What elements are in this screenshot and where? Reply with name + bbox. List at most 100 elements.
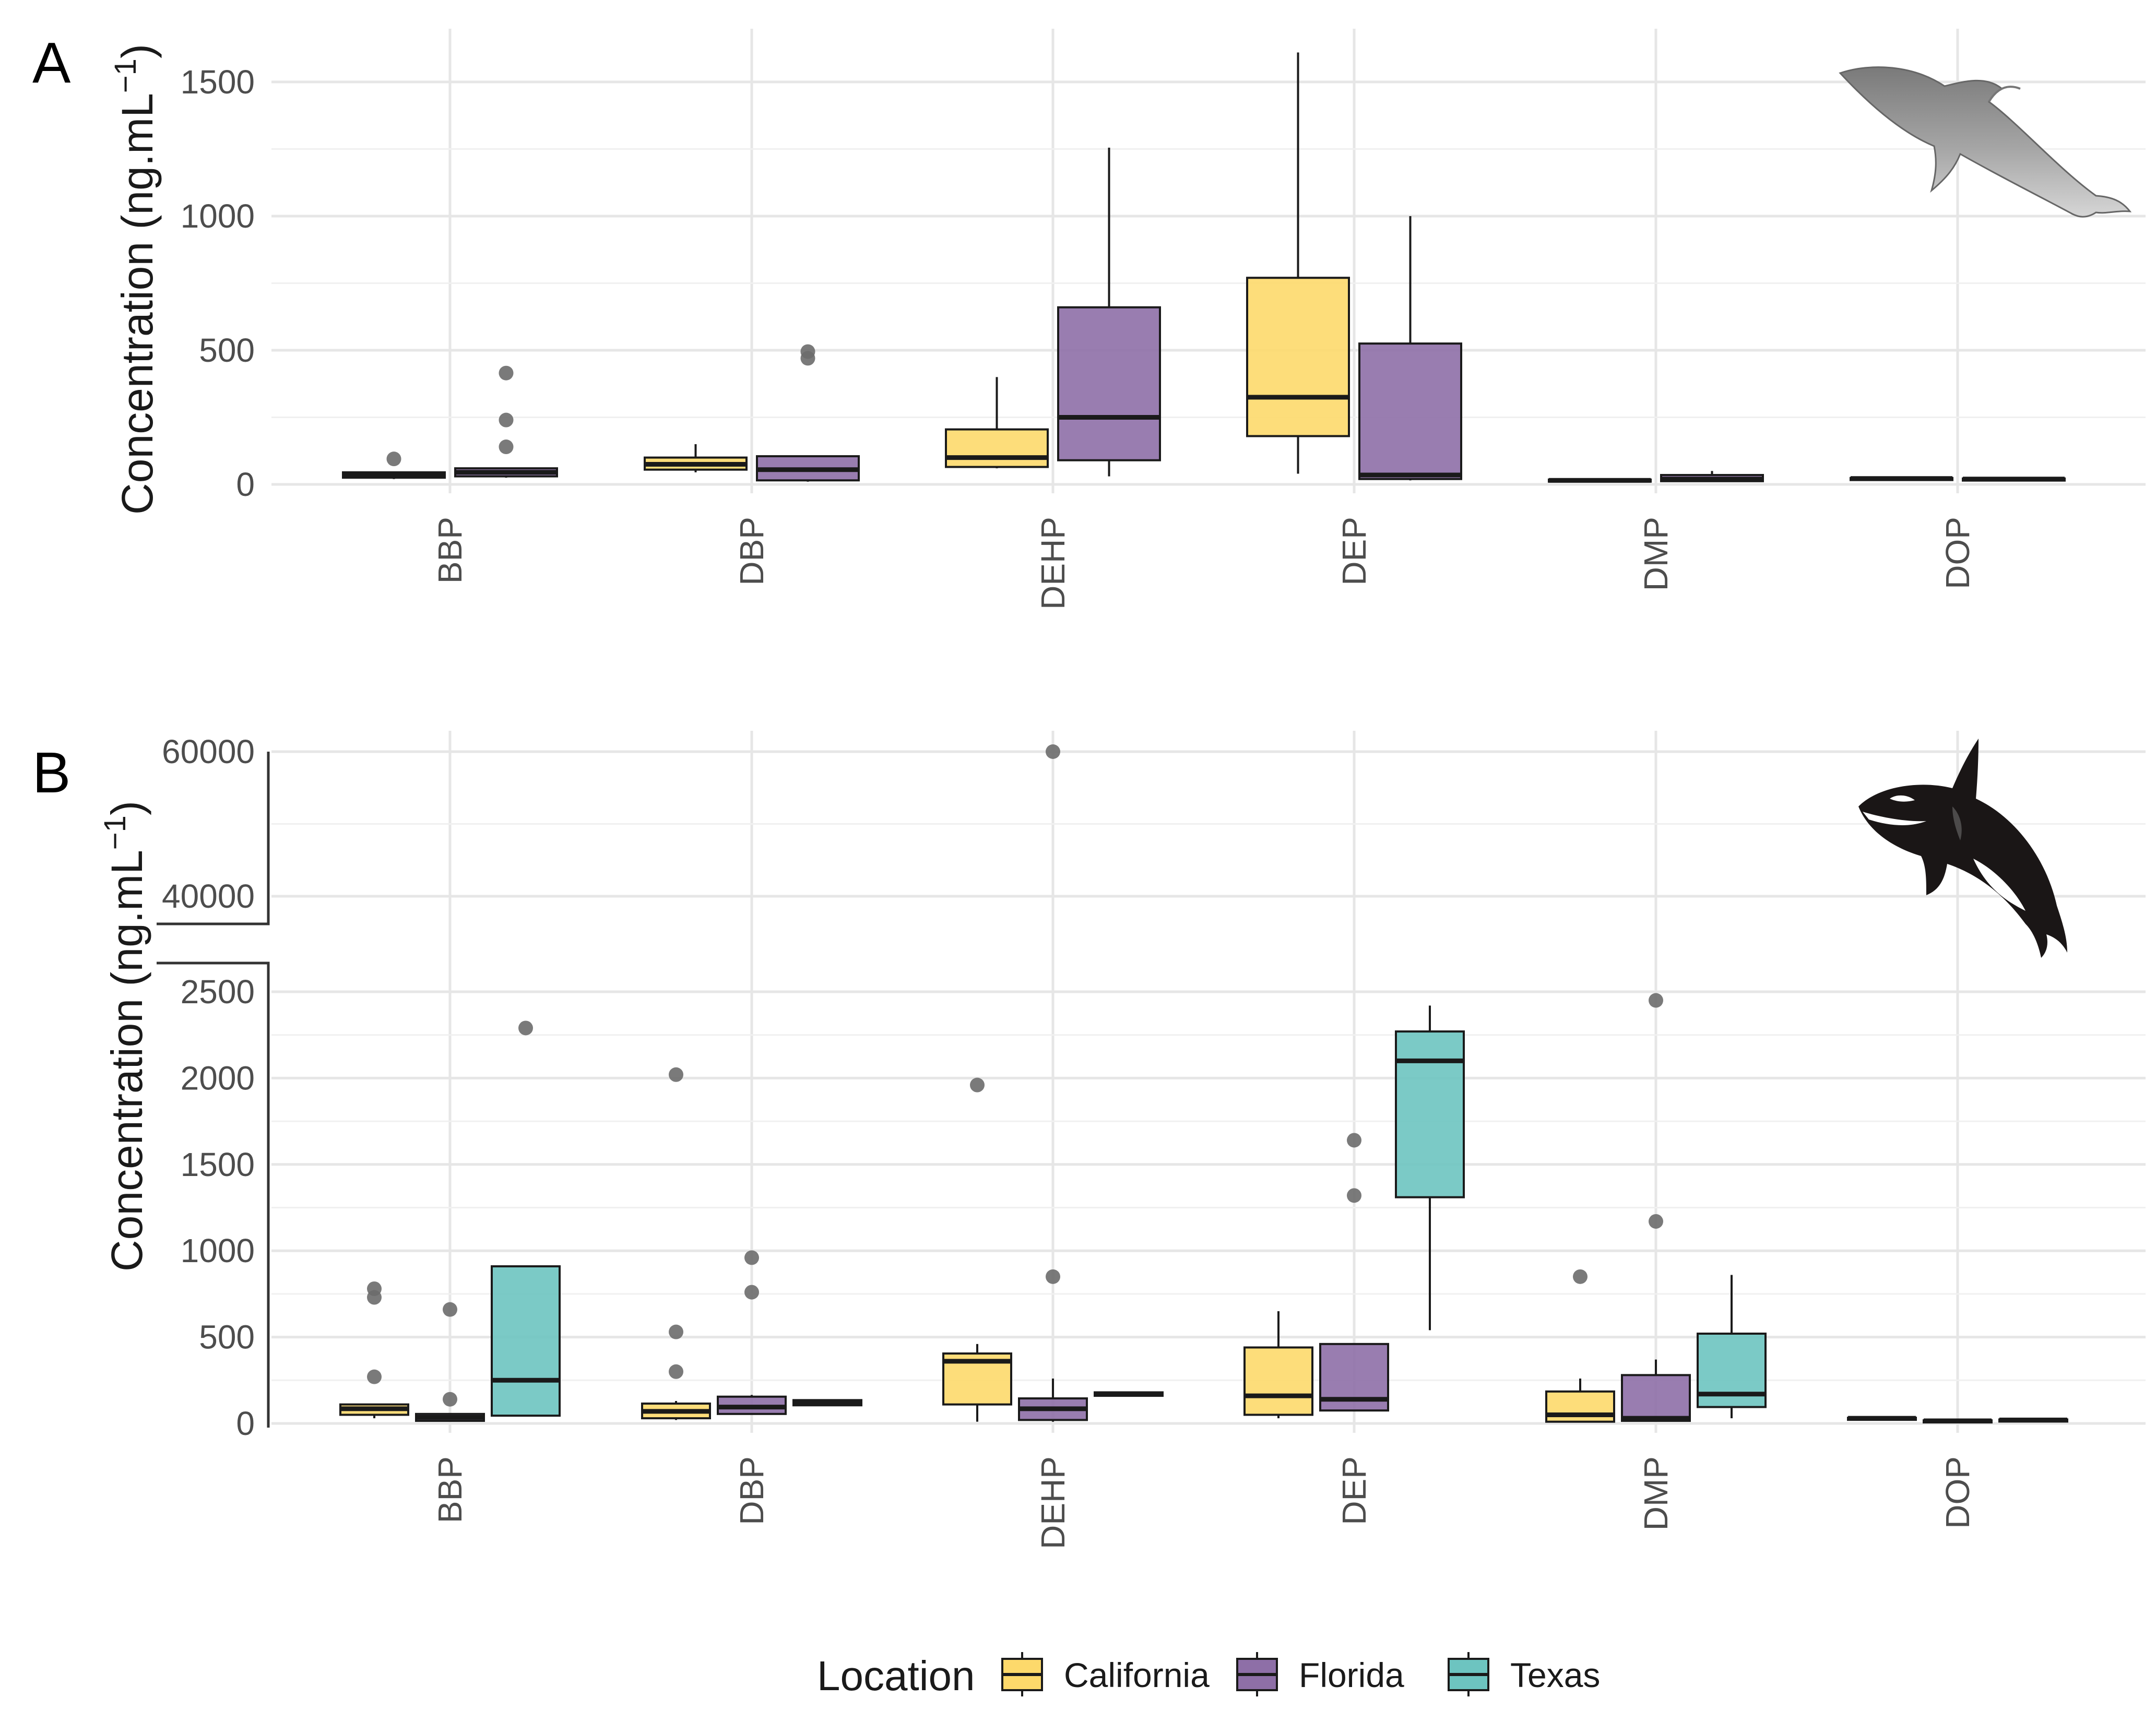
box-dbp-california [641, 1067, 711, 1420]
y-tick-label: 500 [199, 1319, 255, 1356]
outlier-point [367, 1281, 382, 1296]
panel-letter-b: B [32, 741, 70, 805]
y-title-close: ) [102, 801, 151, 815]
panel-b-grid [271, 731, 2146, 1433]
box-dmp-texas [1697, 1275, 1767, 1419]
axis-gap-mask [0, 924, 267, 956]
x-tick-label: BBP [431, 517, 469, 584]
x-tick-label: DEP [1335, 1456, 1373, 1525]
box-iqr [1395, 1030, 1465, 1198]
y-tick-label: 1500 [181, 63, 255, 101]
panel-b-axis-break [0, 752, 270, 1428]
panel-a: A 0 500 1000 1500 BBP DBP DEHP DEP DMP DOP Conce… [32, 29, 2146, 610]
legend-title: Location [817, 1653, 975, 1699]
box-iqr [1057, 306, 1161, 461]
outlier-point [443, 1392, 457, 1407]
outlier-point [669, 1364, 683, 1379]
outlier-point [744, 1285, 759, 1300]
outlier-point [1649, 993, 1663, 1008]
outlier-point [1347, 1188, 1361, 1203]
box-dmp-florida [1621, 993, 1691, 1422]
box-dop-california [1850, 476, 1953, 481]
x-tick-label: DMP [1637, 517, 1675, 591]
box-iqr [1246, 277, 1350, 437]
box-dep-california [1246, 52, 1350, 474]
x-tick-label: DMP [1637, 1456, 1675, 1530]
y-tick-label: 0 [236, 1405, 255, 1442]
outlier-point [1046, 744, 1060, 759]
outlier-point [386, 452, 401, 467]
outlier-point [800, 344, 815, 359]
x-tick-label: DOP [1939, 517, 1976, 589]
y-tick-label: 60000 [162, 733, 255, 770]
box-dep-texas [1395, 1005, 1465, 1331]
box-iqr [1621, 1374, 1691, 1422]
outlier-point [367, 1369, 382, 1384]
orca-icon [1858, 739, 2067, 958]
legend-item-california: California [1001, 1652, 1210, 1696]
x-tick-label: DEHP [1034, 517, 1072, 610]
x-tick-label: DOP [1939, 1456, 1976, 1529]
panel-b-y-title: Concentration (ng.mL−1) [98, 801, 151, 1272]
x-tick-label: BBP [431, 1456, 469, 1523]
box-bbp-california [342, 452, 446, 479]
legend-label: California [1064, 1656, 1210, 1694]
box-dbp-texas [792, 1399, 862, 1407]
legend-items: California Florida Texas [1001, 1652, 1600, 1696]
y-tick-label: 1500 [181, 1146, 255, 1183]
box-dehp-california [945, 377, 1049, 469]
box-dehp-florida [1057, 147, 1161, 477]
box-bbp-california [339, 1281, 409, 1419]
x-tick-label: DEHP [1034, 1456, 1072, 1549]
box-dehp-california [942, 1077, 1012, 1422]
dolphin-icon [1839, 66, 2132, 218]
box-dmp-florida [1660, 471, 1764, 482]
box-iqr [1243, 1346, 1313, 1416]
box-dep-florida [1358, 216, 1462, 481]
legend: Location California Florida Texas [817, 1652, 1600, 1699]
box-iqr [491, 1265, 561, 1417]
outlier-point [1347, 1133, 1361, 1148]
outlier-point [499, 412, 514, 428]
y-tick-label: 1000 [181, 197, 255, 235]
outlier-point [1573, 1269, 1588, 1284]
panel-a-y-ticks: 0 500 1000 1500 [181, 63, 255, 503]
y-title-close: ) [113, 44, 162, 58]
box-dop-texas [1998, 1417, 2068, 1423]
box-bbp-texas [491, 1020, 561, 1417]
box-dmp-california [1548, 478, 1652, 483]
box-dehp-florida [1018, 744, 1088, 1422]
axis-upper-segment [157, 752, 270, 925]
outlier-point [1046, 1269, 1060, 1284]
outlier-point [1649, 1214, 1663, 1229]
legend-label: Texas [1510, 1656, 1600, 1694]
box-iqr [1358, 342, 1462, 480]
box-dop-florida [1923, 1418, 1993, 1424]
box-dbp-florida [756, 344, 860, 482]
box-iqr [1545, 1390, 1615, 1423]
panel-b-boxes [339, 744, 2068, 1424]
panel-a-y-title: Concentration (ng.mL−1) [109, 44, 162, 515]
box-iqr [945, 428, 1049, 468]
outlier-point [669, 1067, 683, 1082]
x-tick-label: DBP [733, 517, 771, 586]
box-dop-florida [1962, 477, 2066, 482]
box-dbp-florida [717, 1250, 787, 1415]
y-title-text: Concentration (ng.mL [113, 93, 162, 515]
panel-b-y-ticks: 0 500 1000 1500 2000 2500 40000 60000 [162, 733, 255, 1442]
box-dbp-california [644, 444, 748, 472]
x-tick-label: DEP [1335, 517, 1373, 586]
outlier-point [970, 1077, 985, 1092]
panel-b: B 0 500 1000 1500 2000 2500 40000 60000 BBP DBP D… [0, 731, 2146, 1549]
box-bbp-florida [415, 1302, 485, 1422]
outlier-point [499, 440, 514, 455]
outlier-point [744, 1250, 759, 1265]
axis-lower-segment [157, 961, 270, 1428]
box-dep-florida [1319, 1133, 1389, 1412]
y-title-text: Concentration (ng.mL [102, 850, 151, 1272]
legend-item-texas: Texas [1448, 1652, 1600, 1696]
y-tick-label: 0 [236, 466, 255, 503]
legend-item-florida: Florida [1236, 1652, 1404, 1696]
outlier-point [499, 365, 514, 381]
